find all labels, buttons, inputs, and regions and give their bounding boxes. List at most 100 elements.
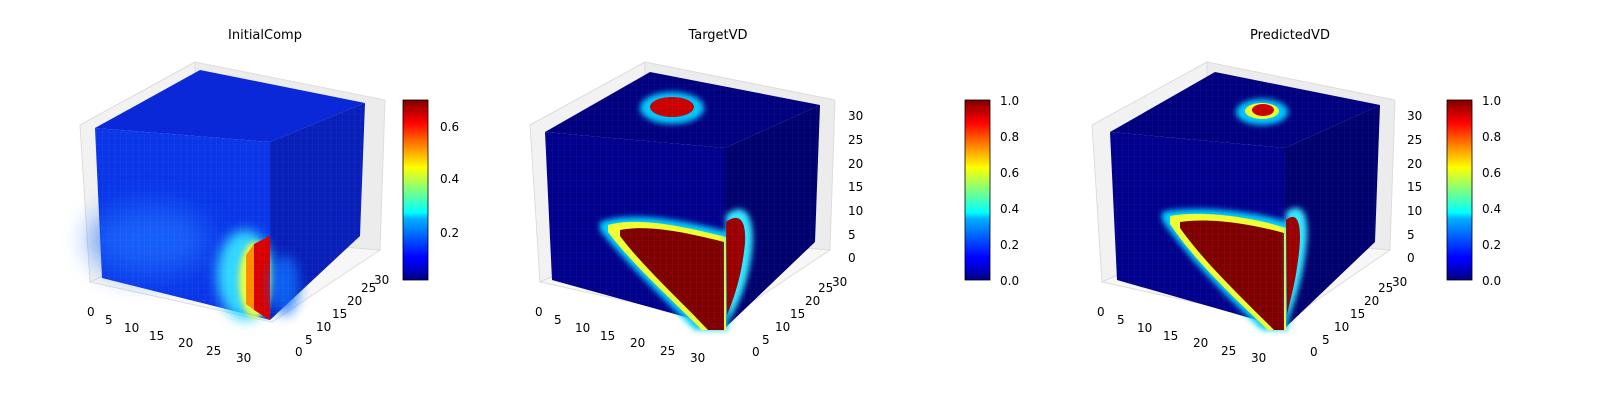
z-tick-label: 5 — [1407, 228, 1415, 242]
voxel-cube — [1110, 72, 1380, 330]
x-tick-label: 10 — [575, 321, 590, 335]
z-tick-label: 25 — [1407, 133, 1422, 147]
colorbar-tick-label: 0.2 — [440, 226, 459, 240]
colorbar-tick-label: 0.8 — [1482, 130, 1501, 144]
colorbar-tick-label: 0.4 — [440, 172, 459, 186]
y-tick-label: 25 — [361, 281, 376, 295]
x-tick-label: 5 — [554, 313, 562, 327]
z-tick-label: 30 — [1407, 109, 1422, 123]
x-tick-label: 15 — [149, 329, 164, 343]
x-tick-label: 25 — [206, 344, 221, 358]
y-axis: 0 5 10 15 20 25 30 — [295, 273, 389, 359]
y-tick-label: 15 — [1350, 307, 1365, 321]
cube-top-face — [95, 70, 365, 142]
colorbar-tick-label: 0.0 — [1482, 274, 1501, 288]
voxel-grid-overlay-top — [545, 72, 820, 148]
x-axis: 0 5 10 15 20 25 30 — [1097, 305, 1266, 365]
colorbar: 0.0 0.2 0.4 0.6 0.8 1.0 — [1446, 94, 1501, 288]
y-tick-label: 10 — [775, 320, 790, 334]
x-tick-label: 15 — [1163, 329, 1178, 343]
z-axis: 0 5 10 15 20 25 30 — [848, 109, 863, 265]
x-tick-label: 30 — [690, 351, 705, 365]
voxel-grid-overlay-right — [270, 103, 365, 320]
y-tick-label: 20 — [805, 294, 820, 308]
z-tick-label: 25 — [848, 133, 863, 147]
z-tick-label: 20 — [1407, 157, 1422, 171]
z-tick-label: 20 — [848, 157, 863, 171]
colorbar-tick-label: 0.6 — [1482, 166, 1501, 180]
chart-title: InitialComp — [228, 28, 302, 43]
x-tick-label: 10 — [1137, 321, 1152, 335]
z-axis: 0 5 10 15 20 25 30 — [1407, 109, 1422, 265]
y-axis: 0 5 10 15 20 25 30 — [752, 275, 847, 359]
y-tick-label: 15 — [790, 307, 805, 321]
y-tick-label: 10 — [316, 320, 331, 334]
colorbar-tick-label: 1.0 — [1482, 94, 1501, 108]
x-tick-label: 10 — [124, 321, 139, 335]
y-tick-label: 25 — [1378, 281, 1393, 295]
y-tick-label: 10 — [1334, 320, 1349, 334]
chart-title: TargetVD — [687, 28, 747, 43]
x-tick-label: 20 — [178, 336, 193, 350]
x-tick-label: 20 — [630, 336, 645, 350]
colorbar-tick-label: 0.8 — [1000, 130, 1019, 144]
y-tick-label: 5 — [305, 333, 313, 347]
colorbar-tick-label: 0.6 — [440, 120, 459, 134]
z-tick-label: 0 — [848, 251, 856, 265]
y-tick-label: 0 — [295, 345, 303, 359]
y-tick-label: 0 — [752, 345, 760, 359]
voxel-grid-overlay-right — [725, 105, 820, 328]
voxel-grid-overlay — [545, 132, 725, 328]
x-axis: 0 5 10 15 20 25 30 — [87, 305, 251, 365]
x-tick-label: 25 — [660, 344, 675, 358]
x-tick-label: 0 — [87, 305, 95, 319]
x-axis: 0 5 10 15 20 25 30 — [535, 305, 705, 365]
y-tick-label: 15 — [332, 307, 347, 321]
voxel-grid-overlay-right — [1285, 105, 1380, 328]
x-tick-label: 25 — [1221, 344, 1236, 358]
colorbar-tick-label: 0.4 — [1482, 202, 1501, 216]
colorbar-tick-label: 0.2 — [1482, 238, 1501, 252]
z-tick-label: 15 — [848, 180, 863, 194]
colorbar-gradient — [1446, 99, 1473, 281]
voxel-grid-overlay — [1110, 132, 1285, 328]
y-tick-label: 30 — [832, 275, 847, 289]
colorbar-tick-label: 1.0 — [1000, 94, 1019, 108]
y-axis: 0 5 10 15 20 25 30 — [1310, 275, 1407, 359]
x-tick-label: 30 — [1251, 351, 1266, 365]
panel-predictedvd: PredictedVD 0 5 10 15 2 — [1091, 28, 1501, 365]
voxel-cube — [545, 72, 820, 330]
colorbar-tick-label: 0.4 — [1000, 202, 1019, 216]
colorbar-gradient — [964, 99, 991, 281]
x-tick-label: 5 — [105, 313, 113, 327]
y-tick-label: 25 — [818, 281, 833, 295]
z-tick-label: 0 — [1407, 251, 1415, 265]
panel-targetvd: TargetVD 0 5 10 — [529, 28, 1019, 365]
z-tick-label: 10 — [1407, 204, 1422, 218]
colorbar-tick-label: 0.2 — [1000, 238, 1019, 252]
y-tick-label: 20 — [1364, 294, 1379, 308]
colorbar: 0.0 0.2 0.4 0.6 0.8 1.0 — [964, 94, 1019, 288]
x-tick-label: 0 — [535, 305, 543, 319]
z-tick-label: 30 — [848, 109, 863, 123]
x-tick-label: 15 — [600, 329, 615, 343]
colorbar-tick-label: 0.0 — [1000, 274, 1019, 288]
panel-initialcomp: InitialComp 0 5 10 15 — [79, 28, 459, 365]
y-tick-label: 0 — [1310, 345, 1318, 359]
z-tick-label: 15 — [1407, 180, 1422, 194]
y-tick-label: 30 — [374, 273, 389, 287]
y-tick-label: 30 — [1392, 275, 1407, 289]
colorbar-tick-label: 0.6 — [1000, 166, 1019, 180]
voxel-grid-overlay — [95, 128, 270, 320]
x-tick-label: 20 — [1193, 336, 1208, 350]
voxel-grid-overlay-top — [1110, 72, 1380, 148]
y-tick-label: 20 — [347, 294, 362, 308]
y-tick-label: 5 — [762, 333, 770, 347]
voxel-cube — [90, 70, 365, 320]
chart-title: PredictedVD — [1250, 28, 1330, 43]
x-tick-label: 0 — [1097, 305, 1105, 319]
z-tick-label: 10 — [848, 204, 863, 218]
colorbar-gradient — [402, 99, 429, 281]
colorbar: 0.2 0.4 0.6 — [402, 99, 459, 281]
